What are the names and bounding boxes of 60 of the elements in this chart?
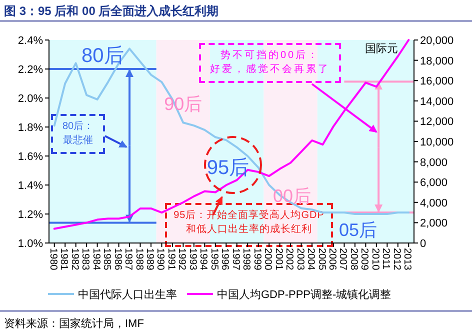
y-tick-label: 2.2% — [18, 64, 44, 76]
y2-tick-label: 4,000 — [420, 197, 448, 210]
x-tick-label: 2012 — [390, 248, 402, 271]
y2-tick-label: 6,000 — [420, 177, 448, 190]
y-tick-label: 1.2% — [18, 209, 44, 221]
x-tick-label: 1996 — [219, 248, 230, 271]
y2-tick-label: 16,000 — [420, 76, 454, 88]
x-tick-label: 2003 — [294, 248, 306, 271]
x-tick-label: 1985 — [101, 248, 112, 271]
x-tick-label: 2007 — [337, 248, 348, 271]
x-tick-label: 1990 — [154, 248, 166, 271]
x-tick-label: 1993 — [186, 248, 198, 271]
x-tick-label: 2004 — [305, 248, 316, 271]
x-tick-label: 2001 — [272, 248, 284, 271]
x-tick-label: 1994 — [198, 248, 209, 271]
x-tick-label: 2006 — [326, 248, 338, 271]
x-tick-label: 2010 — [369, 248, 380, 271]
y2-tick-label: 0 — [420, 238, 426, 250]
annotation: 80后：最悲催 — [51, 114, 105, 154]
x-tick-label: 1987 — [122, 248, 134, 271]
legend-label: 中国人均GDP-PPP调整-城镇化调整 — [217, 288, 392, 301]
y-tick-label: 1.4% — [18, 180, 44, 192]
x-tick-label: 2005 — [316, 248, 327, 271]
y2-tick-label: 2,000 — [420, 218, 448, 230]
x-tick-label: 1988 — [133, 248, 144, 271]
x-tick-label: 1991 — [165, 248, 176, 271]
y-tick-label: 1.6% — [18, 151, 44, 163]
x-tick-label: 1984 — [90, 248, 102, 271]
x-tick-label: 1980 — [47, 248, 58, 271]
y2-tick-label: 20,000 — [420, 35, 454, 47]
x-tick-label: 2000 — [262, 248, 274, 271]
title: 图 3：95 后和 00 后全面进入成长红利期 — [4, 4, 219, 18]
x-tick-label: 2013 — [402, 248, 413, 271]
y-tick-label: 2.0% — [18, 93, 44, 105]
y2-axis-title: 国际元 — [365, 43, 398, 55]
y2-tick-label: 18,000 — [420, 55, 454, 68]
y-tick-label: 1.0% — [18, 238, 44, 250]
x-tick-label: 1989 — [144, 248, 155, 271]
x-tick-label: 1995 — [208, 248, 220, 271]
x-tick-label: 2011 — [380, 248, 392, 270]
x-tick-label: 2002 — [284, 248, 295, 271]
x-tick-label: 1982 — [68, 248, 80, 271]
x-tick-label: 1997 — [230, 248, 241, 271]
annotation: 资料来源：国家统计局，IMF — [4, 317, 145, 332]
annotation: 势不可挡的00后：好爱，感觉不会再累了 — [199, 43, 341, 83]
x-tick-label: 1983 — [80, 248, 91, 271]
x-tick-label: 1986 — [112, 248, 123, 271]
x-tick-label: 1999 — [251, 248, 262, 271]
y2-tick-label: 14,000 — [420, 96, 454, 108]
x-tick-label: 1992 — [176, 248, 188, 271]
x-tick-label: 1981 — [58, 248, 70, 271]
y-tick-label: 1.8% — [18, 122, 44, 134]
x-tick-label: 1998 — [240, 248, 252, 271]
y2-tick-label: 8,000 — [420, 156, 448, 169]
y-tick-label: 2.4% — [18, 35, 44, 47]
y2-tick-label: 10,000 — [420, 136, 454, 148]
y2-tick-label: 12,000 — [420, 116, 454, 128]
legend-label: 中国代际人口出生率 — [78, 288, 177, 301]
x-tick-label: 2008 — [348, 248, 359, 271]
x-tick-label: 2009 — [358, 248, 370, 271]
